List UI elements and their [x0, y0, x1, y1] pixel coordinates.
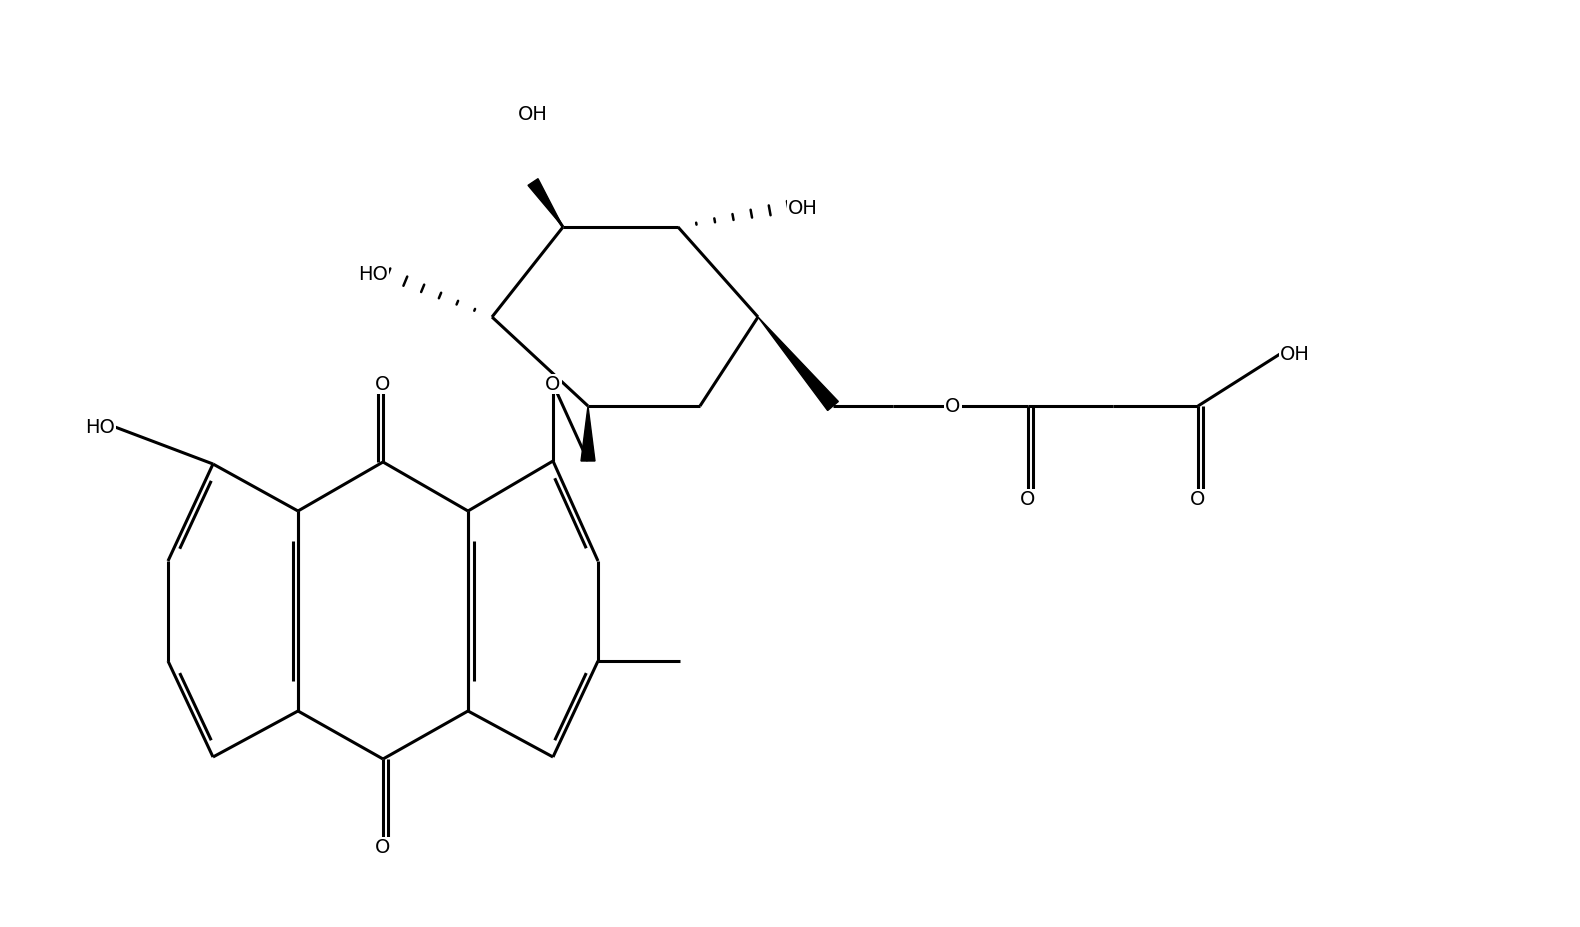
- Text: O: O: [1190, 490, 1206, 509]
- Text: O: O: [545, 375, 561, 394]
- Polygon shape: [528, 180, 562, 228]
- Text: HO: HO: [85, 418, 115, 437]
- Polygon shape: [758, 318, 839, 411]
- Text: OH: OH: [788, 198, 818, 217]
- Polygon shape: [581, 407, 596, 462]
- Text: O: O: [376, 375, 390, 394]
- Text: O: O: [945, 397, 961, 416]
- Text: OH: OH: [518, 106, 548, 124]
- Text: O: O: [1021, 490, 1035, 509]
- Text: O: O: [376, 838, 390, 857]
- Text: HO: HO: [359, 265, 389, 285]
- Text: OH: OH: [1280, 345, 1310, 364]
